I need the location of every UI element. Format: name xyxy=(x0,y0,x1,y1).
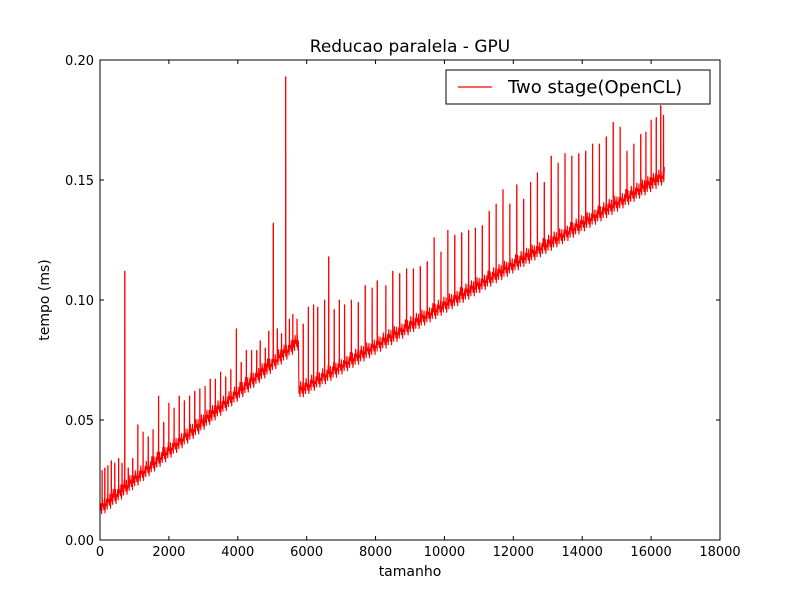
chart-title: Reducao paralela - GPU xyxy=(310,37,510,57)
plot-area-background xyxy=(100,60,720,540)
x-tick-label: 8000 xyxy=(359,545,392,560)
x-tick-label: 2000 xyxy=(152,545,185,560)
legend-label: Two stage(OpenCL) xyxy=(507,77,682,98)
y-tick-label: 0.05 xyxy=(65,414,94,429)
x-tick-label: 4000 xyxy=(221,545,254,560)
x-tick-label: 10000 xyxy=(424,545,465,560)
x-tick-label: 0 xyxy=(96,545,104,560)
y-axis-ticks: 0.00 0.05 0.10 0.15 0.20 xyxy=(65,54,720,549)
x-tick-label: 14000 xyxy=(562,545,603,560)
y-tick-label: 0.15 xyxy=(65,174,94,189)
y-tick-label: 0.10 xyxy=(65,294,94,309)
x-tick-label: 18000 xyxy=(699,545,740,560)
x-tick-label: 16000 xyxy=(630,545,671,560)
y-tick-label: 0.20 xyxy=(65,54,94,69)
x-axis-ticks: 0 2000 4000 6000 8000 10000 12000 14000 16000 180… xyxy=(96,60,741,560)
series-layer xyxy=(99,76,665,515)
legend: Two stage(OpenCL) xyxy=(445,69,711,105)
x-axis-label: tamanho xyxy=(379,564,442,580)
x-tick-label: 6000 xyxy=(290,545,323,560)
y-axis-label: tempo (ms) xyxy=(37,259,53,341)
y-tick-label: 0.00 xyxy=(65,534,94,549)
x-tick-label: 12000 xyxy=(493,545,534,560)
